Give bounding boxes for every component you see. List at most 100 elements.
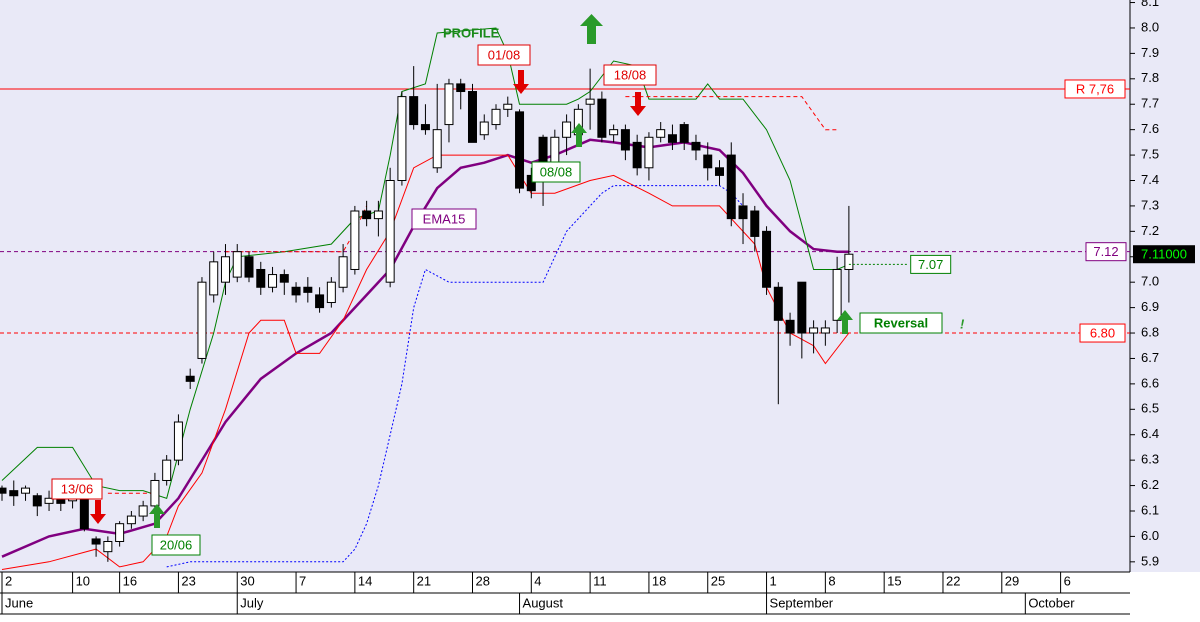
candle-body — [691, 141, 701, 151]
annotation: PROFILE — [443, 25, 500, 40]
candle-body — [79, 495, 89, 530]
candle-body — [832, 268, 842, 321]
candle-body — [409, 96, 419, 126]
x-tick-label: 28 — [475, 573, 489, 588]
annotation: 20/06 — [160, 537, 193, 552]
candle-body — [714, 167, 724, 176]
candle-body — [526, 174, 536, 192]
candle-body — [0, 487, 7, 494]
y-tick-label: 7.3 — [1141, 197, 1159, 212]
annotation: 13/06 — [61, 481, 94, 496]
indicator-line — [225, 205, 368, 253]
candle-body — [138, 505, 148, 517]
sell-arrow — [90, 500, 106, 524]
candle-body — [173, 421, 183, 461]
candle-body — [797, 281, 807, 334]
buy-arrow — [571, 123, 587, 147]
annotation: 08/08 — [540, 164, 573, 179]
candle-body — [115, 523, 125, 542]
y-tick-label: 7.8 — [1141, 70, 1159, 85]
indicator-line — [1, 138, 849, 558]
y-tick-label: 6.6 — [1141, 375, 1159, 390]
y-tick-label: 6.8 — [1141, 324, 1159, 339]
candle-body — [21, 487, 31, 494]
y-tick-label: 6.0 — [1141, 528, 1159, 543]
reference-label-box — [1064, 79, 1126, 99]
indicator-line — [1, 27, 850, 499]
x-tick-label: 11 — [593, 573, 607, 588]
candle-body — [820, 327, 830, 334]
candle-body — [726, 154, 736, 220]
candle-body — [397, 96, 407, 181]
annotation-box — [531, 161, 581, 183]
reference-label-box — [1079, 323, 1126, 343]
y-tick-label: 5.9 — [1141, 553, 1159, 568]
candle-body — [809, 327, 819, 334]
candle-body — [479, 121, 489, 136]
candle-body — [326, 281, 336, 304]
annotation: EMA15 — [423, 211, 466, 226]
annotation: ! — [960, 316, 965, 331]
x-tick-label: 7 — [299, 573, 306, 588]
y-tick-label: 7.2 — [1141, 223, 1159, 238]
candle-body — [515, 111, 525, 189]
y-tick-label: 8.1 — [1141, 0, 1159, 9]
candle-body — [303, 286, 313, 293]
x-tick-label: 29 — [1005, 573, 1019, 588]
candle-body — [338, 256, 348, 288]
sell-arrow — [630, 92, 646, 116]
annotation: 18/08 — [614, 67, 647, 82]
y-tick-label: 8.0 — [1141, 19, 1159, 34]
y-tick-label: 7.0 — [1141, 274, 1159, 289]
candle-body — [491, 108, 501, 126]
annotation: 01/08 — [488, 47, 521, 62]
y-tick-label: 7.4 — [1141, 172, 1159, 187]
month-label: October — [1028, 595, 1075, 610]
candle-body — [185, 375, 195, 382]
candle-body — [597, 98, 607, 138]
y-tick-label: 6.4 — [1141, 426, 1159, 441]
candle-body — [268, 274, 278, 288]
candle-body — [750, 210, 760, 237]
reference-label: R 7,76 — [1076, 81, 1114, 96]
y-tick-label: 6.7 — [1141, 350, 1159, 365]
candle-body — [656, 129, 666, 138]
candle-body — [197, 281, 207, 359]
current-price-label: 7.11000 — [1141, 247, 1187, 262]
candle-body — [762, 230, 772, 288]
x-tick-label: 6 — [1064, 573, 1071, 588]
x-tick-label: 1 — [770, 573, 777, 588]
x-tick-label: 25 — [711, 573, 725, 588]
y-axis-area — [1130, 0, 1200, 572]
month-label: July — [240, 595, 264, 610]
x-tick-label: 30 — [240, 573, 254, 588]
candle-body — [420, 124, 430, 131]
x-tick-label: 8 — [828, 573, 835, 588]
annotation-box — [411, 208, 477, 230]
candle-body — [609, 129, 619, 136]
target-label-box — [910, 254, 952, 274]
annotation-box — [151, 534, 201, 556]
candle-body — [279, 274, 289, 283]
x-tick-label: 18 — [652, 573, 666, 588]
candle-body — [785, 319, 795, 334]
x-tick-label: 10 — [76, 573, 90, 588]
candle-body — [667, 134, 677, 143]
indicator-line — [625, 96, 838, 131]
month-label: September — [770, 595, 834, 610]
candle-body — [632, 141, 642, 169]
candle-body — [585, 98, 595, 105]
x-tick-label: 16 — [123, 573, 137, 588]
y-tick-label: 7.6 — [1141, 121, 1159, 136]
x-tick-label: 2 — [5, 573, 12, 588]
candle-body — [467, 91, 477, 143]
candle-body — [32, 495, 42, 507]
candle-body — [91, 538, 101, 545]
x-tick-label: 22 — [946, 573, 960, 588]
candle-body — [232, 251, 242, 278]
y-tick-label: 6.2 — [1141, 477, 1159, 492]
candle-body — [562, 121, 572, 138]
candle-body — [844, 253, 854, 270]
